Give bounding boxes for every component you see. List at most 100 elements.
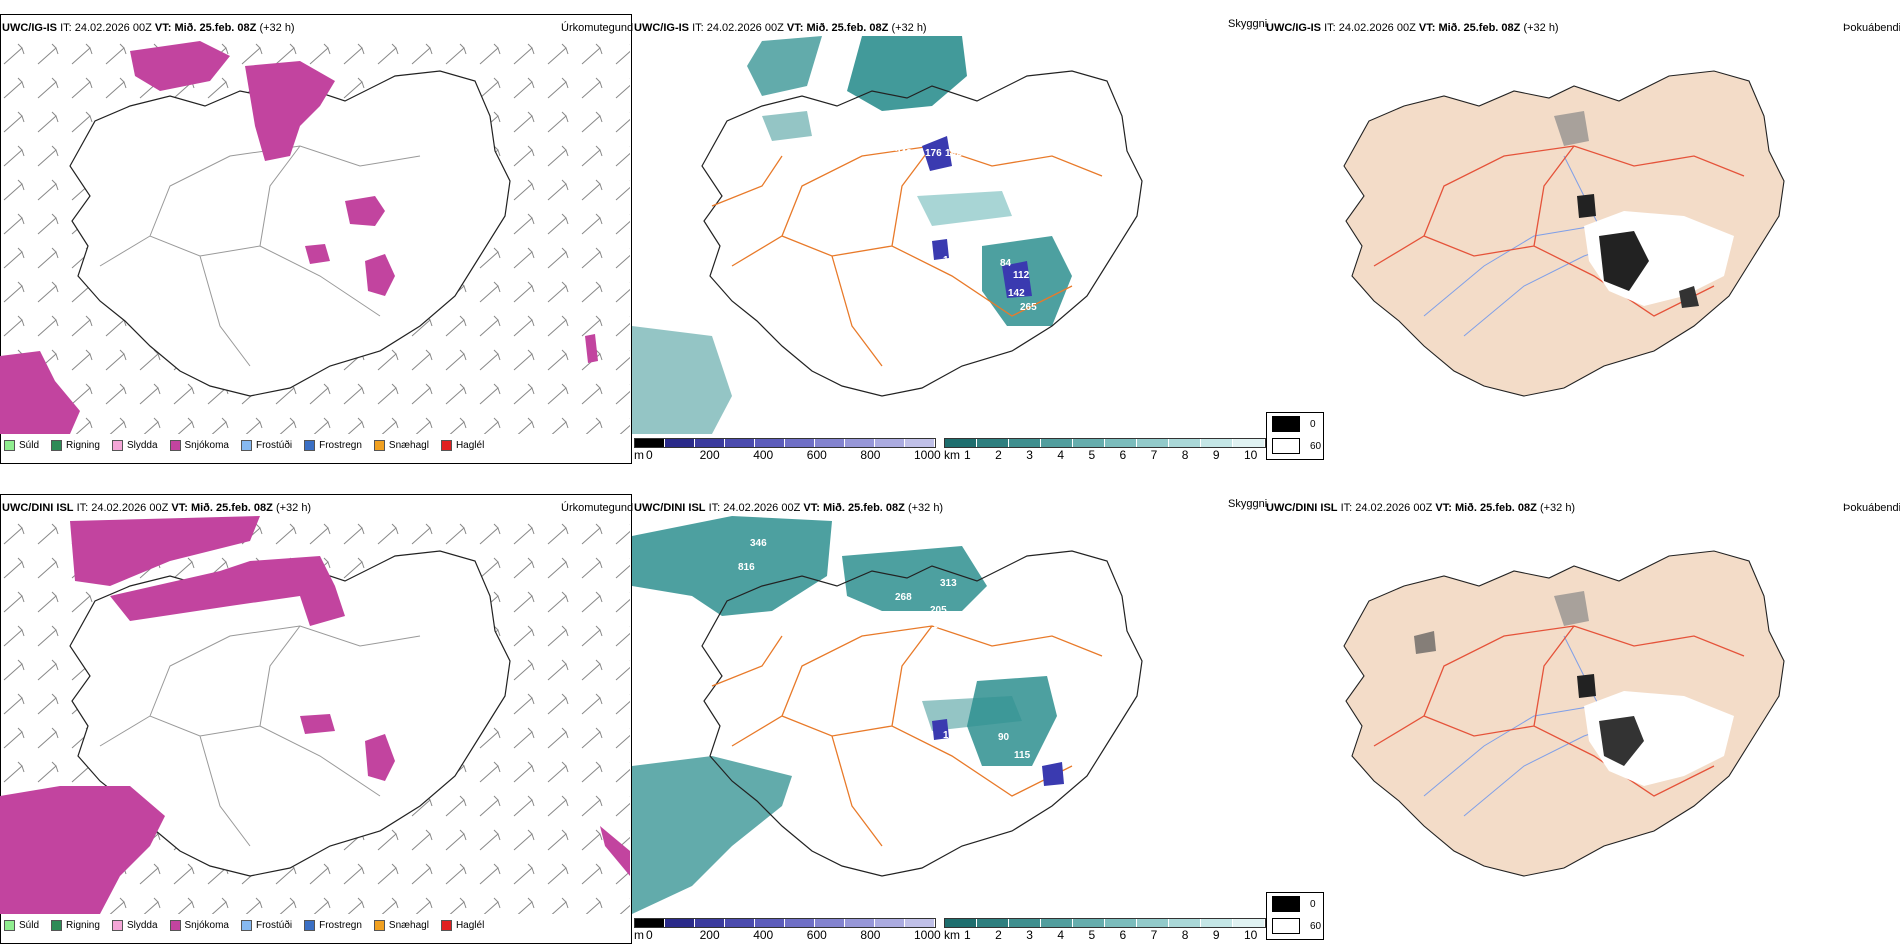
fog-map-2 [1343,550,1785,877]
it-label: IT: [1324,22,1336,34]
iceland-outline [701,70,1143,397]
legend-label: Snjókoma [184,440,229,451]
colorbar-tick: 400 [753,928,774,942]
cloud-base-marker: 179 [935,866,952,877]
teal-visibility [632,756,792,914]
legend-swatch [111,920,123,931]
colorbar-segment [1009,919,1041,927]
colorbar-segment [635,439,665,447]
fog-title-2: Þokuábendi [1843,502,1900,514]
vis-title-1: Skyggni [1228,18,1268,30]
low-cloud [932,719,949,740]
legend-label: Frostúði [255,440,293,451]
fog-legend-1: 0 60 [1266,412,1324,460]
legend-label: Rigning [66,440,100,451]
cloudbase-unit: m [634,928,644,942]
fog-area [1414,631,1436,654]
legend-item: Snjókoma [169,440,229,451]
colorbar-segment [815,919,845,927]
snow-area [365,254,395,296]
precip-title-1: Úrkomutegund [561,22,634,34]
precip-legend-2: Súld Rigning Slydda Snjókoma Frostúði Frostre… [4,920,490,931]
fog-legend-label: 60 [1310,440,1322,452]
colorbar-segment [1201,919,1233,927]
snow-area [585,334,598,363]
colorbar-segment [695,439,725,447]
fog-legend-row: 0 [1267,893,1323,915]
fog-legend-2: 0 60 [1266,892,1324,940]
cloud-base-marker: 89 [1005,767,1017,778]
teal-visibility [632,516,832,616]
it-value: 24.02.2026 00Z [74,22,152,34]
colorbar-tick: 1000 [914,928,941,942]
snow-area [0,786,165,914]
colorbar-segment [725,439,755,447]
legend-label: Frostregn [319,440,362,451]
vt-value: Mið. 25.feb. 08Z [1454,502,1537,514]
cloud-base-marker: 205 [930,605,947,616]
cloud-base-marker: 63 [898,272,910,283]
fog-area [1577,194,1596,218]
it-value: 24.02.2026 00Z [723,502,801,514]
lead-time: (+32 h) [1539,502,1576,514]
model-name: UWC/IG-IS [2,22,57,34]
colorbar-segment [665,919,695,927]
colorbar-segment [725,919,755,927]
colorbar-segment [1073,439,1105,447]
cloud-base-marker: 138 [943,730,960,741]
legend-label: Súld [19,440,40,451]
legend-label: Rigning [66,920,100,931]
colorbar-segment [1169,439,1201,447]
fog-title-1: Þokuábendi [1843,22,1900,34]
colorbar-segment [945,439,977,447]
legend-label: Snæhagl [388,440,429,451]
colorbar-segment [785,919,815,927]
colorbar-segment [1041,439,1073,447]
colorbar-tick: 5 [1088,448,1096,462]
model-name: UWC/DINI ISL [1266,502,1338,514]
colorbar-segment [875,439,905,447]
legend-item: Súld [4,440,39,451]
cloud-base-marker: 108 [943,255,960,266]
colorbar-tick: 800 [860,448,881,462]
colorbar-segment [905,919,935,927]
panel-header-2c: UWC/DINI ISL IT: 24.02.2026 00Z VT: Mið.… [1266,501,1575,515]
cloud-base-marker: 489 [968,602,985,613]
legend-item: Snjókoma [169,920,229,931]
teal-visibility [762,111,812,141]
lead-time: (+32 h) [259,22,295,34]
cloud-base-marker: 290 [958,615,975,626]
legend-item: Frostúði [240,920,292,931]
colorbar-segment [1137,439,1169,447]
colorbar-segment [785,439,815,447]
colorbar-tick: 3 [1026,928,1033,942]
colorbar-tick: 4 [1057,448,1065,462]
legend-swatch [169,440,181,451]
colorbar-segment [875,919,905,927]
precip-map-2 [0,516,630,914]
colorbar-tick: 10 [1244,448,1258,462]
model-name: UWC/DINI ISL [634,502,706,514]
colorbar-tick: 6 [1119,928,1127,942]
colorbar-tick: 6 [1119,448,1127,462]
vt-value: Mið. 25.feb. 08Z [806,22,889,34]
snow-area [365,734,395,781]
cloud-base-marker: 192 [945,148,962,159]
legend-swatch [304,440,316,451]
teal-visibility [632,326,732,434]
legend-item: Snæhagl [373,920,429,931]
legend-item: Slydda [111,440,158,451]
fog-legend-label: 0 [1310,418,1316,430]
vt-label: VT: [154,22,172,34]
cloud-base-marker: 313 [940,578,957,589]
colorbar-tick: 7 [1150,928,1158,942]
vis-title-2: Skyggni [1228,498,1268,510]
colorbar-tick: 200 [699,928,720,942]
vt-label: VT: [1435,502,1452,514]
legend-swatch [4,440,15,451]
panel-header-1a: UWC/IG-IS IT: 24.02.2026 00Z VT: Mið. 25… [2,21,295,35]
teal-visibility [747,36,822,96]
legend-item: Haglél [440,440,484,451]
snow-area [70,516,260,586]
legend-item: Frostregn [304,440,362,451]
